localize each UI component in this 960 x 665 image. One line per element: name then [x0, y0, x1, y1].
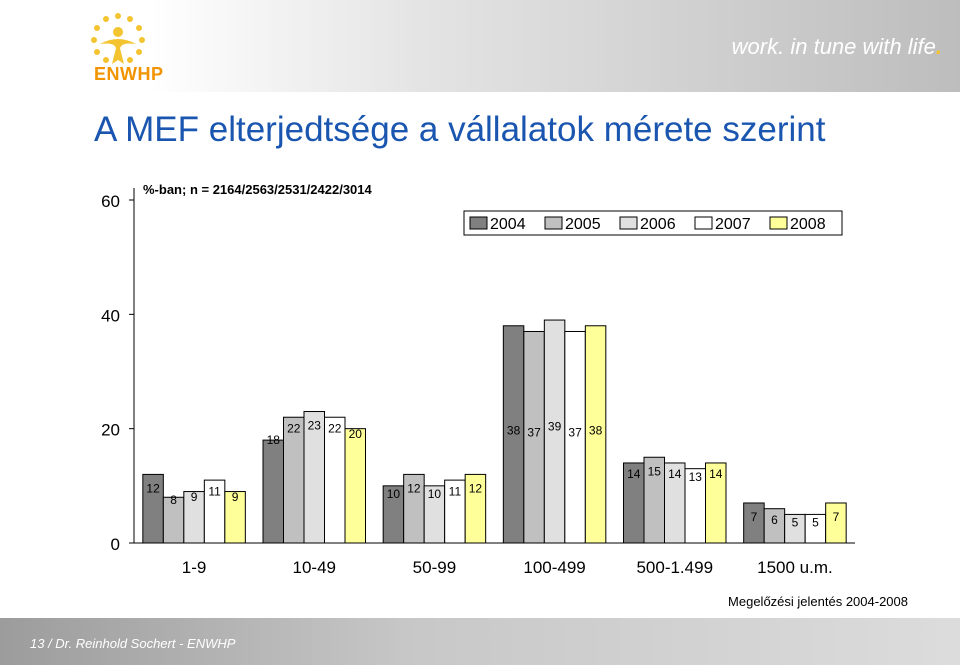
slogan-dot: . [935, 34, 942, 59]
bar-value-label: 20 [349, 427, 363, 441]
bar-value-label: 12 [407, 481, 421, 495]
bar-value-label: 12 [146, 481, 160, 495]
bar-value-label: 22 [287, 421, 301, 435]
bar-value-label: 5 [792, 516, 799, 530]
legend-entry: 2006 [640, 216, 676, 233]
bar-value-label: 6 [771, 513, 778, 527]
x-category-label: 500-1.499 [636, 558, 713, 577]
bar-2004-2 [262, 439, 284, 544]
bar-value-label: 14 [709, 467, 723, 481]
footer-text: 13 / Dr. Reinhold Sochert - ENWHP [30, 636, 236, 651]
y-tick-label: 40 [101, 306, 120, 325]
bar-value-label: 37 [527, 426, 541, 440]
bar-value-label: 11 [208, 484, 221, 498]
page-title: A MEF elterjedtsége a vállalatok mérete … [94, 110, 826, 149]
bar-value-label: 7 [751, 510, 758, 524]
legend-entry: 2008 [790, 216, 826, 233]
bar-2007-2 [324, 416, 346, 544]
bar-value-label: 13 [689, 470, 703, 484]
bar-2008-6 [825, 502, 847, 544]
legend-entry: 2007 [715, 216, 751, 233]
x-category-label: 50-99 [413, 558, 456, 577]
x-category-label: 1-9 [182, 558, 207, 577]
bar-value-label: 8 [170, 493, 177, 507]
bar-value-label: 15 [648, 464, 662, 478]
bar-2008-4 [584, 325, 607, 544]
y-tick-label: 60 [101, 192, 120, 211]
legend-swatch-2004 [469, 216, 488, 230]
chart-subtitle: %-ban; n = 2164/2563/2531/2422/3014 [143, 182, 373, 197]
bar-value-label: 11 [449, 484, 462, 498]
source-note: Megelőzési jelentés 2004-2008 [728, 594, 908, 609]
bar-value-label: 7 [833, 510, 840, 524]
bar-value-label: 18 [267, 433, 281, 447]
legend-swatch-2005 [544, 216, 563, 230]
bar-value-label: 5 [812, 516, 819, 530]
logo-text: ENWHP [94, 64, 164, 84]
footer-band [0, 618, 960, 665]
slogan: work. in tune with life. [732, 34, 942, 60]
legend-swatch-2007 [694, 216, 713, 230]
bar-value-label: 22 [328, 421, 342, 435]
bar-value-label: 14 [627, 467, 641, 481]
x-category-label: 10-49 [293, 558, 336, 577]
bar-value-label: 9 [232, 490, 239, 504]
legend-entry: 2004 [490, 216, 526, 233]
legend-swatch-2006 [619, 216, 638, 230]
enwhp-logo-icon [91, 13, 145, 64]
bar-2005-2 [283, 416, 305, 544]
bar-value-label: 10 [387, 487, 401, 501]
x-category-label: 1500 u.m. [757, 558, 833, 577]
legend-entry: 2005 [565, 216, 601, 233]
bar-value-label: 37 [568, 426, 582, 440]
legend-swatch-2008 [769, 216, 788, 230]
bar-value-label: 38 [507, 424, 521, 438]
bar-value-label: 23 [308, 419, 322, 433]
bar-2008-1 [224, 491, 246, 544]
bar-value-label: 14 [668, 467, 682, 481]
header-band [0, 0, 960, 92]
y-tick-label: 0 [111, 535, 120, 554]
bar-2008-5 [705, 462, 727, 544]
bar-chart: 0 20 40 60 %-ban; n = 2164/2563/2531/2422/30… [101, 182, 908, 609]
slogan-text: work. in tune with life [731, 34, 936, 59]
bar-2008-3 [464, 473, 487, 544]
x-category-label: 100-499 [523, 558, 585, 577]
bar-value-label: 10 [428, 487, 442, 501]
bar-value-label: 12 [469, 481, 483, 495]
y-tick-label: 20 [101, 421, 120, 440]
bar-value-label: 38 [589, 424, 603, 438]
bar-2008-2 [344, 428, 366, 544]
bar-value-label: 39 [548, 420, 562, 434]
bar-value-label: 9 [191, 490, 198, 504]
